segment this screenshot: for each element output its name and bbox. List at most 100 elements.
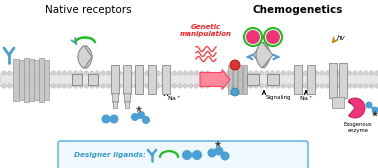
Circle shape [309,71,313,75]
Bar [162,65,170,94]
Circle shape [276,84,280,88]
Bar [125,101,129,108]
Bar [29,58,34,100]
Circle shape [18,71,23,75]
FancyArrow shape [200,70,230,90]
Text: Exogenous
enzyme: Exogenous enzyme [344,122,372,133]
Bar [329,63,337,98]
Circle shape [7,84,12,88]
Circle shape [161,71,166,75]
Text: Signaling: Signaling [266,95,291,100]
Circle shape [24,71,28,75]
Bar [135,65,143,94]
Circle shape [128,71,133,75]
Circle shape [90,84,94,88]
Circle shape [243,71,247,75]
Circle shape [2,84,6,88]
Circle shape [112,71,116,75]
Circle shape [232,84,236,88]
Circle shape [246,30,260,44]
Circle shape [358,71,363,75]
Bar [123,65,131,94]
Circle shape [265,84,269,88]
Bar [124,93,130,102]
Circle shape [29,84,34,88]
Circle shape [237,84,242,88]
Circle shape [142,116,150,124]
Circle shape [205,84,210,88]
Circle shape [298,71,302,75]
Text: Na$^+$: Na$^+$ [167,94,181,103]
Circle shape [309,84,313,88]
Circle shape [84,71,89,75]
Circle shape [347,71,352,75]
Bar [247,74,259,85]
Circle shape [57,84,61,88]
Circle shape [320,71,324,75]
Circle shape [303,84,308,88]
Circle shape [110,115,118,123]
Bar [112,93,118,102]
Bar [148,65,156,94]
Circle shape [137,111,145,119]
Circle shape [167,84,171,88]
Circle shape [183,84,188,88]
Circle shape [90,71,94,75]
Circle shape [79,71,83,75]
Circle shape [248,84,253,88]
Bar [72,74,82,85]
Circle shape [226,84,231,88]
Bar [19,59,24,99]
Circle shape [254,84,258,88]
Circle shape [336,84,341,88]
Text: Designer ligands:: Designer ligands: [74,152,146,158]
Circle shape [95,71,100,75]
Wedge shape [78,46,92,69]
Circle shape [287,84,291,88]
Circle shape [62,84,67,88]
Circle shape [200,84,204,88]
Circle shape [220,152,229,160]
Circle shape [68,84,72,88]
Text: Native receptors: Native receptors [45,5,131,15]
Circle shape [366,101,372,109]
Circle shape [79,84,83,88]
Circle shape [243,84,247,88]
Circle shape [62,71,67,75]
Circle shape [13,84,17,88]
Circle shape [214,146,223,156]
Bar [233,65,237,94]
Circle shape [208,149,217,158]
Circle shape [342,71,346,75]
Circle shape [221,84,225,88]
Bar [267,74,279,85]
Circle shape [347,84,352,88]
Circle shape [95,84,100,88]
Circle shape [112,84,116,88]
Circle shape [325,71,330,75]
Wedge shape [256,42,273,68]
Bar [88,74,98,85]
Circle shape [375,71,378,75]
Circle shape [117,84,122,88]
Circle shape [353,71,357,75]
Circle shape [200,71,204,75]
Circle shape [230,60,240,70]
Circle shape [205,71,210,75]
Circle shape [2,71,6,75]
Circle shape [161,84,166,88]
Bar [111,65,119,94]
Circle shape [276,71,280,75]
Circle shape [128,84,133,88]
Circle shape [156,71,160,75]
Text: hv: hv [337,35,345,41]
Circle shape [73,71,78,75]
Circle shape [46,71,50,75]
Circle shape [221,71,225,75]
Circle shape [189,84,193,88]
Circle shape [18,84,23,88]
Bar [243,65,247,94]
Circle shape [101,84,105,88]
Circle shape [358,84,363,88]
Circle shape [150,71,155,75]
